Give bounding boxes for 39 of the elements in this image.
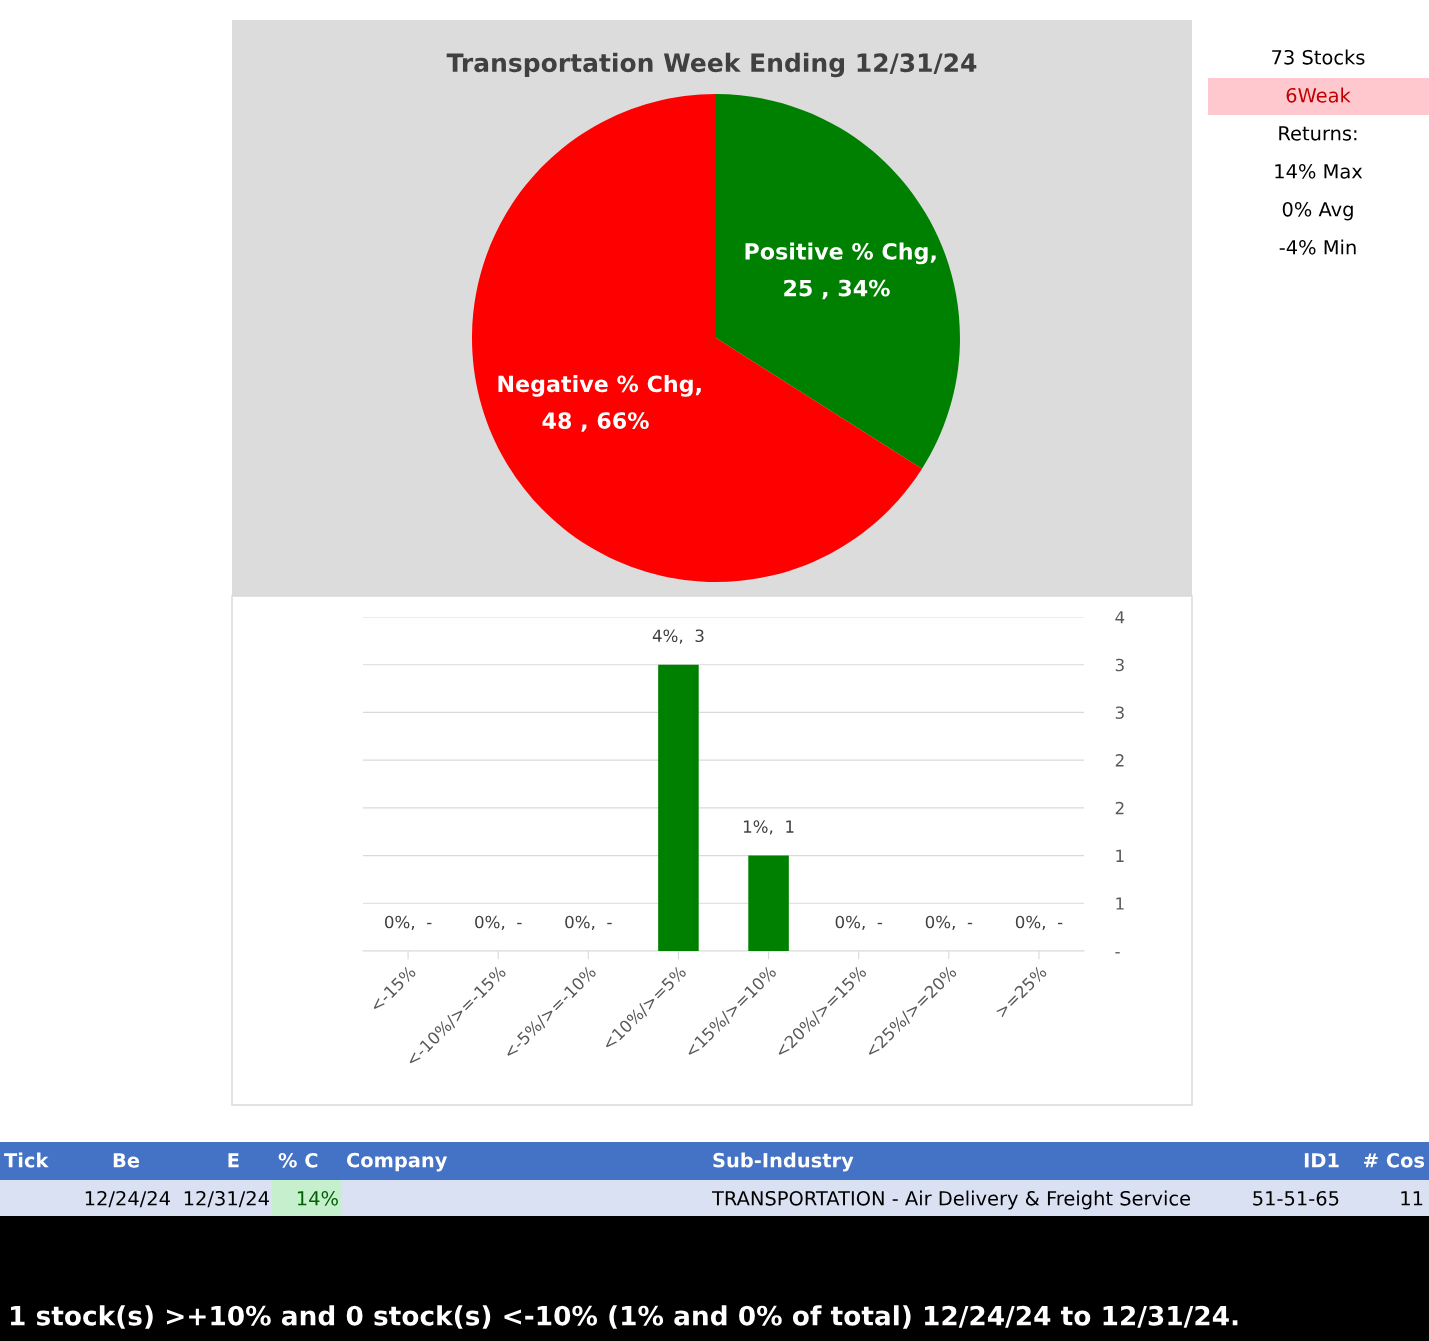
data-label: 0%, -	[1015, 915, 1063, 931]
data-label: 0%, -	[475, 915, 522, 931]
data-label: 0%, -	[384, 915, 432, 931]
text: Returns:	[1279, 126, 1357, 141]
text: 51-51-65	[1253, 1190, 1339, 1206]
text: TRANSPORTATION - Air Delivery & Freight Service	[711, 1190, 1191, 1210]
data-label: 0%, -	[565, 915, 612, 931]
text: 12/31/24	[184, 1190, 269, 1208]
category-label: # Cos	[1364, 1152, 1425, 1168]
category-label: Sub-Industry	[713, 1152, 854, 1172]
y-tick-label: 2	[1115, 801, 1124, 815]
text: 12/24/24	[85, 1190, 170, 1208]
text: 14%	[297, 1190, 338, 1206]
text: 73 Stocks	[1272, 49, 1365, 65]
y-tick-label: 3	[1115, 706, 1124, 719]
pie-slice	[716, 94, 960, 469]
category-label: Tick	[4, 1152, 49, 1168]
y-tick-label: 1	[1116, 897, 1124, 910]
y-tick-label: 3	[1115, 658, 1124, 672]
text: 6Weak	[1286, 87, 1351, 103]
data-label: 4%, 3	[652, 629, 704, 644]
category-label: ID1	[1304, 1153, 1339, 1168]
text: 1 stock(s) >+10% and 0 stock(s) <-10% (1% and 0% of total) 12/24/24 to 12/31/24.	[10, 1305, 1238, 1329]
y-tick-label: -	[1115, 952, 1120, 954]
y-tick-label: 4	[1115, 611, 1125, 624]
y-tick-label: 1	[1116, 849, 1124, 862]
category-label: % C	[278, 1152, 318, 1168]
data-label: 0%, -	[925, 915, 973, 931]
text: 14% Max	[1275, 163, 1363, 179]
data-label: 0%, -	[835, 915, 883, 931]
text: 0% Avg	[1282, 201, 1353, 221]
category-label: E	[228, 1153, 239, 1168]
category-label: Company	[346, 1152, 448, 1172]
category-label: Be	[113, 1153, 140, 1168]
text: -4% Min	[1279, 239, 1356, 255]
data-label: 1%, 1	[743, 820, 794, 835]
y-tick-label: 2	[1115, 754, 1124, 767]
chart-title: Transportation Week Ending 12/31/24	[446, 52, 977, 78]
text: 11	[1401, 1191, 1423, 1206]
